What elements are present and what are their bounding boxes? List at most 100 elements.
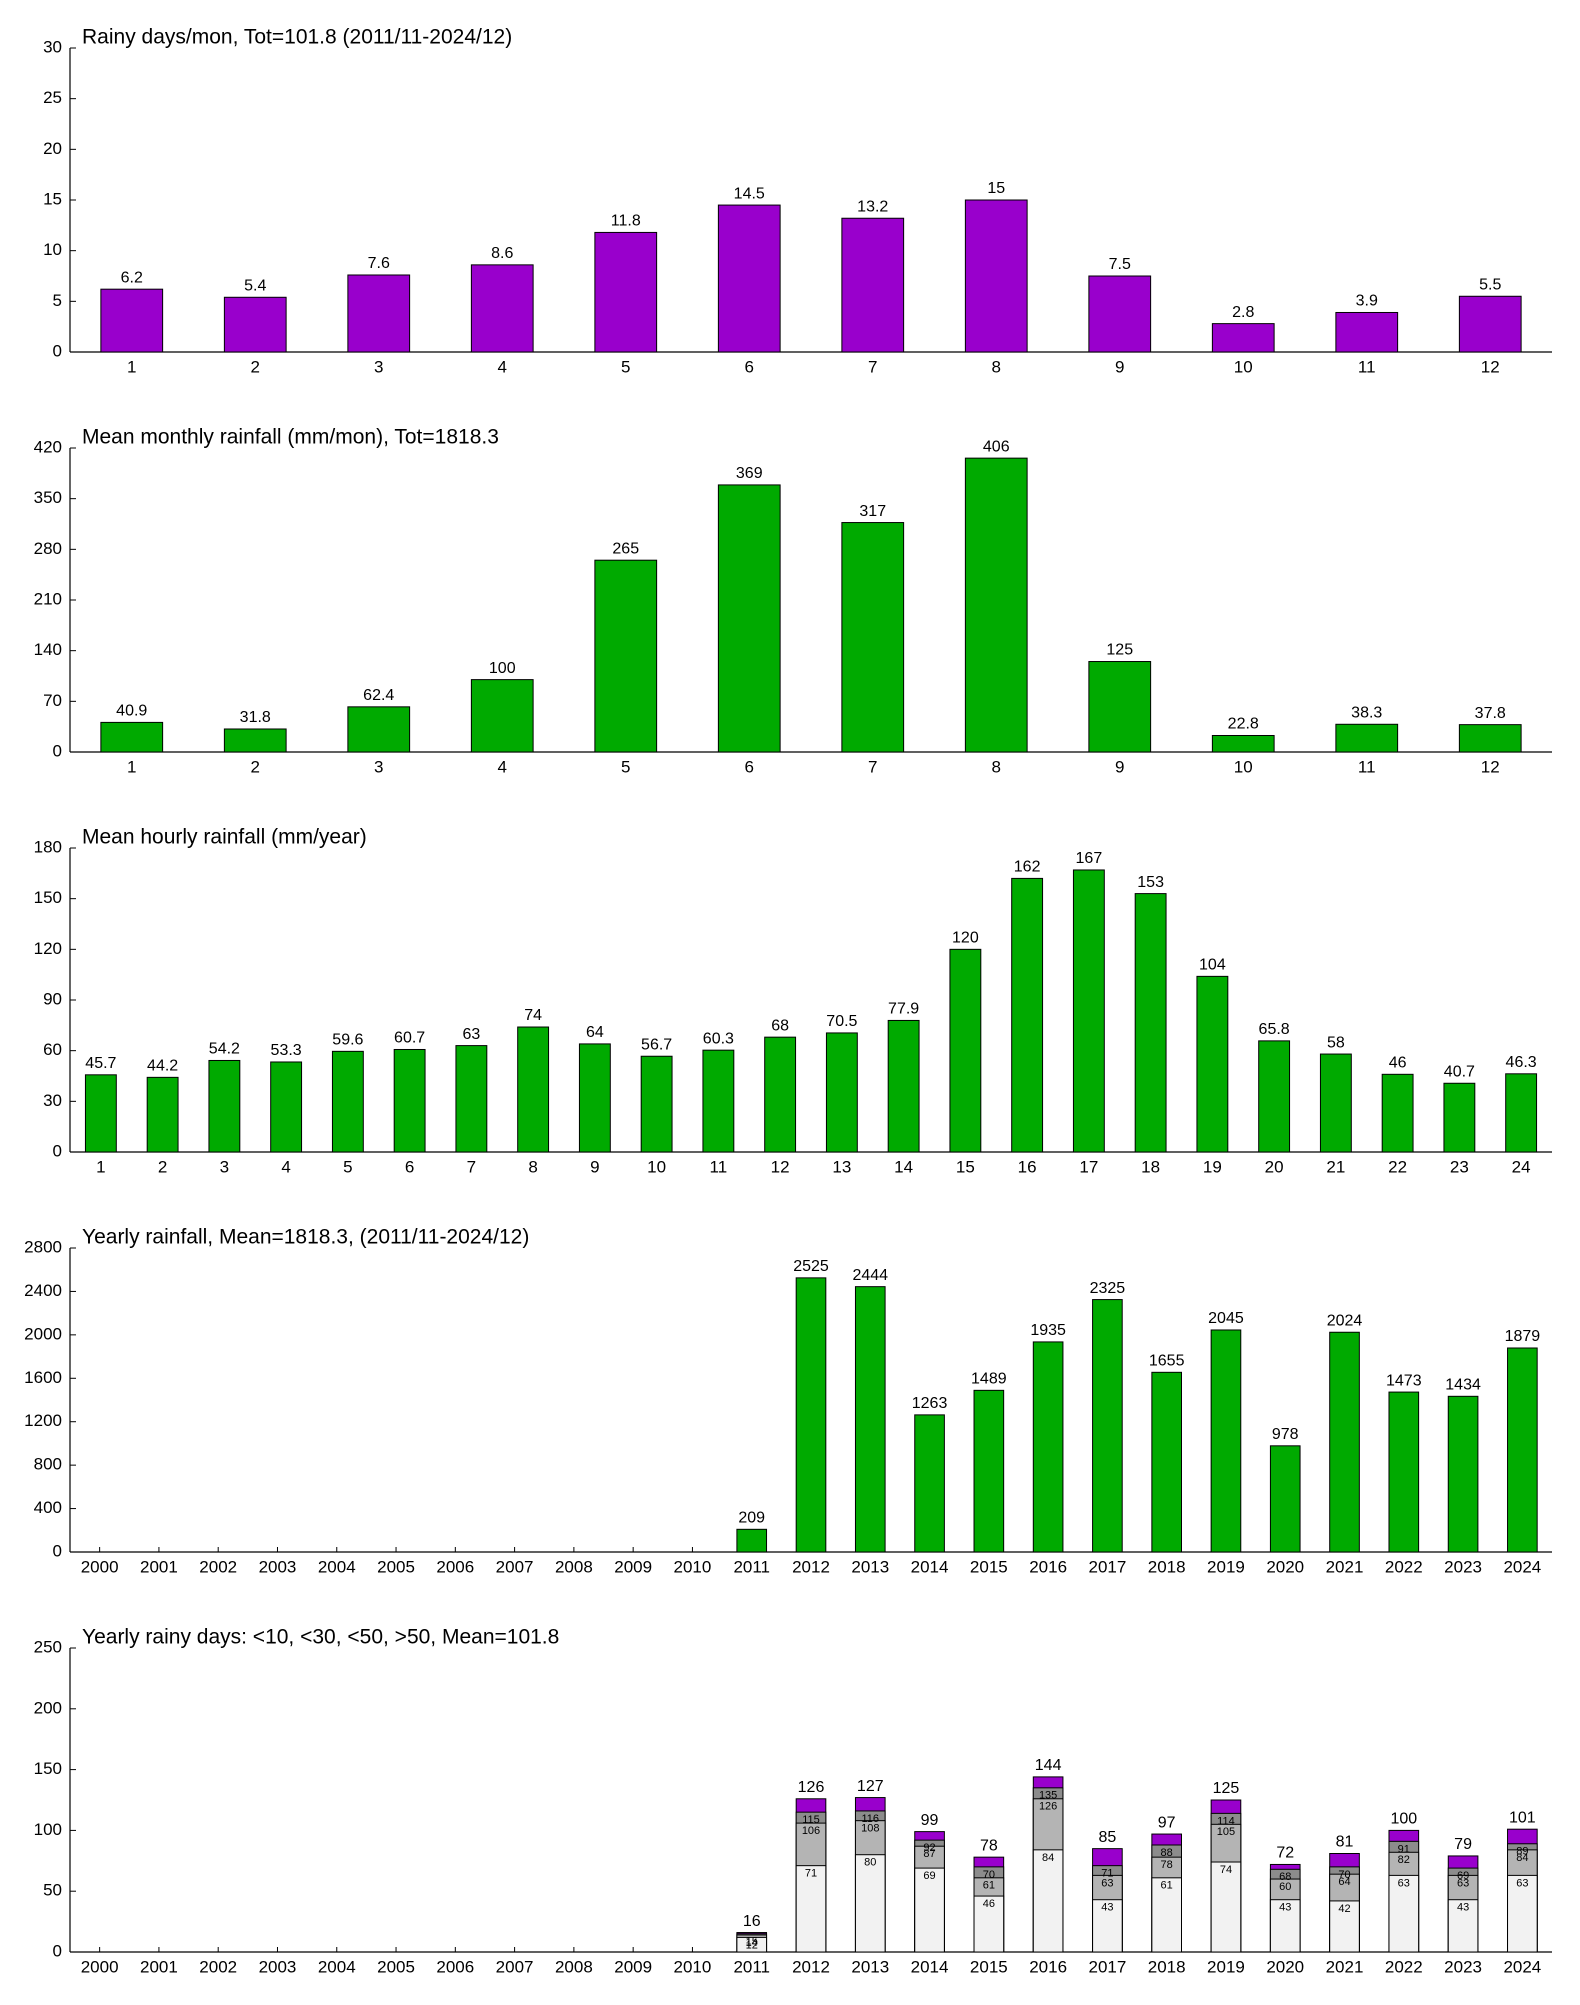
x-tick-label: 13 [832,1157,851,1176]
bar [84,1074,117,1153]
segment-label: 84 [1042,1852,1054,1864]
bar [964,457,1028,753]
x-tick-label: 16 [1018,1157,1037,1176]
value-label: 68 [771,1017,789,1034]
bar [736,1936,768,1953]
bar [223,296,287,353]
x-tick-label: 2001 [140,1957,178,1976]
value-label: 127 [857,1778,884,1795]
bar [949,948,982,1153]
value-label: 22.8 [1228,716,1259,733]
value-label: 317 [859,503,886,520]
y-tick-label: 800 [34,1455,62,1474]
value-label: 2024 [1327,1312,1363,1329]
bar [1088,275,1152,353]
value-label: 8.6 [491,245,513,262]
bar [1329,1331,1360,1553]
bar [1210,1861,1242,1953]
value-label: 104 [1199,957,1226,974]
bar [347,706,411,753]
bar [1443,1082,1476,1153]
segment-label: 63 [1101,1877,1113,1889]
y-tick-label: 0 [53,1141,62,1160]
x-tick-label: 1 [96,1157,105,1176]
y-tick-label: 10 [43,240,62,259]
bar [841,217,905,353]
y-tick-label: 0 [53,341,62,360]
value-label: 101 [1509,1809,1536,1826]
x-tick-label: 2014 [911,1957,949,1976]
y-tick-label: 30 [43,37,62,56]
chart-title: Yearly rainy days: <10, <30, <50, >50, M… [82,1626,559,1649]
x-tick-label: 2018 [1148,1957,1186,1976]
value-label: 64 [586,1024,604,1041]
bar [455,1045,488,1153]
value-label: 16 [743,1913,761,1930]
x-tick-label: 2012 [792,1957,830,1976]
y-tick-label: 120 [34,939,62,958]
x-tick-label: 3 [220,1157,229,1176]
bar [717,484,781,753]
bar [223,728,287,753]
value-label: 11.8 [611,213,641,230]
value-label: 369 [736,465,763,482]
bar [640,1055,673,1153]
bar [1258,1040,1291,1153]
value-label: 125 [1213,1780,1240,1797]
x-tick-label: 17 [1079,1157,1098,1176]
value-label: 74 [524,1007,542,1024]
segment-label: 115 [802,1814,820,1826]
y-tick-label: 25 [43,88,62,107]
segment-label: 114 [1217,1815,1235,1827]
bar [795,1277,827,1553]
x-tick-label: 11 [1358,357,1376,376]
x-tick-label: 19 [1203,1157,1222,1176]
value-label: 125 [1106,642,1133,659]
bar [1269,1899,1301,1953]
segment-label: 14 [746,1937,758,1949]
x-tick-label: 9 [1115,357,1124,376]
segment-label: 61 [983,1880,995,1892]
x-tick-label: 2014 [911,1557,949,1576]
value-label: 978 [1272,1426,1299,1443]
value-label: 13.2 [857,198,888,215]
bar [1505,1073,1538,1153]
bar [1134,893,1167,1153]
value-label: 144 [1035,1757,1062,1774]
x-tick-label: 2 [251,357,260,376]
segment-label: 63 [1516,1877,1528,1889]
x-tick-label: 2013 [851,1557,889,1576]
x-tick-label: 12 [771,1157,790,1176]
chart-title: Rainy days/mon, Tot=101.8 (2011/11-2024/… [82,26,512,49]
value-label: 77.9 [888,1001,919,1018]
x-tick-label: 2005 [377,1957,415,1976]
bar [736,1528,768,1553]
bar [825,1032,858,1153]
bar [1447,1395,1479,1553]
x-tick-label: 2019 [1207,1557,1245,1576]
x-tick-label: 15 [956,1157,975,1176]
value-label: 7.6 [368,255,390,272]
x-tick-label: 2002 [199,1557,237,1576]
y-tick-label: 2400 [24,1281,62,1300]
value-label: 14.5 [734,185,765,202]
segment-label: 12 [746,1939,758,1951]
value-label: 59.6 [332,1032,363,1049]
y-tick-label: 5 [53,291,62,310]
bar [914,1414,945,1553]
value-label: 65.8 [1259,1021,1290,1038]
bar [1381,1073,1414,1153]
bar [393,1048,426,1153]
segment-label: 64 [1338,1876,1350,1888]
value-label: 5.4 [244,277,266,294]
bar [594,559,658,753]
bar [1092,1299,1123,1553]
segment-label: 43 [1279,1902,1291,1914]
bar [470,264,534,353]
x-tick-label: 2022 [1385,1957,1423,1976]
value-label: 2444 [852,1267,888,1284]
value-label: 209 [738,1510,765,1527]
value-label: 85 [1099,1829,1117,1846]
bar [964,199,1028,353]
value-label: 46.3 [1506,1054,1537,1071]
